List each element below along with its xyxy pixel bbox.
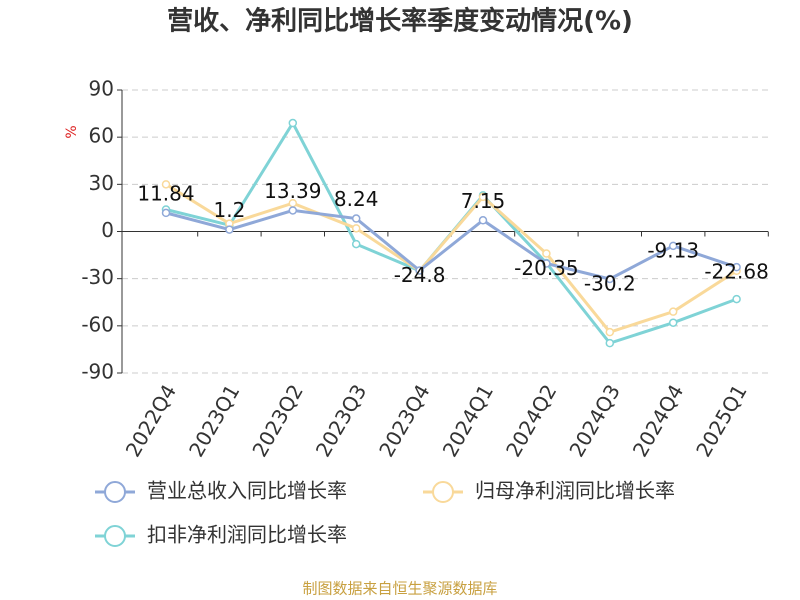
data-point — [542, 249, 551, 258]
y-tick-label: 30 — [89, 171, 114, 195]
legend-label: 营业总收入同比增长率 — [147, 479, 347, 503]
chart-title: 营收、净利同比增长率季度变动情况(%) — [167, 6, 633, 37]
x-tick-label: 2023Q1 — [184, 380, 244, 461]
series-line — [165, 183, 738, 334]
data-point — [415, 266, 424, 275]
data-point — [225, 225, 234, 234]
data-label: -9.13 — [647, 238, 699, 262]
y-tick-label: -90 — [81, 360, 114, 384]
data-label: 13.39 — [264, 179, 321, 203]
data-point — [161, 180, 171, 189]
data-point — [605, 274, 615, 284]
data-label: -30.2 — [584, 271, 636, 295]
data-point — [288, 206, 298, 215]
x-tick-label: 2022Q4 — [121, 380, 181, 461]
legend-label: 归母净利润同比增长率 — [475, 479, 675, 503]
x-tick-label: 2024Q4 — [628, 380, 688, 461]
y-tick-label: 0 — [101, 218, 114, 242]
data-label: -24.8 — [394, 263, 446, 287]
data-point — [351, 224, 361, 233]
data-point — [732, 294, 741, 304]
data-point — [351, 214, 361, 223]
legend-marker — [432, 481, 454, 503]
data-label: 11.84 — [137, 181, 194, 205]
data-point — [478, 216, 488, 225]
data-point — [478, 192, 488, 202]
data-point — [161, 208, 171, 218]
data-point — [668, 318, 678, 327]
x-tick-label: 2024Q3 — [564, 380, 624, 461]
data-point — [605, 338, 615, 348]
series-line — [165, 208, 738, 281]
data-label: 7.15 — [461, 189, 506, 213]
legend-marker — [104, 481, 126, 503]
y-tick-label: 90 — [89, 77, 114, 101]
y-tick-label: -60 — [81, 312, 114, 336]
data-point — [732, 262, 741, 272]
data-point — [288, 118, 298, 128]
source-note: 制图数据来自恒生聚源数据库 — [302, 580, 497, 598]
y-tick-label: -30 — [81, 265, 114, 289]
data-point — [668, 307, 678, 316]
x-tick-label: 2025Q1 — [691, 380, 751, 461]
data-label: -20.35 — [514, 256, 578, 280]
x-tick-label: 2023Q3 — [311, 380, 371, 461]
data-label: -22.68 — [704, 260, 768, 284]
legend-label: 扣非净利润同比增长率 — [147, 523, 347, 547]
x-tick-label: 2024Q1 — [438, 380, 498, 461]
x-tick-label: 2023Q4 — [374, 380, 434, 461]
x-tick-label: 2024Q2 — [501, 380, 561, 461]
x-tick-label: 2023Q2 — [247, 380, 307, 461]
y-tick-label: 60 — [89, 124, 114, 148]
y-axis-label: % — [64, 125, 80, 138]
data-label: 8.24 — [334, 187, 379, 211]
data-point — [351, 239, 361, 249]
data-point — [542, 259, 551, 268]
data-label: 1.2 — [213, 198, 245, 222]
legend-marker — [104, 525, 126, 547]
data-point — [605, 327, 615, 337]
data-point — [668, 241, 678, 251]
